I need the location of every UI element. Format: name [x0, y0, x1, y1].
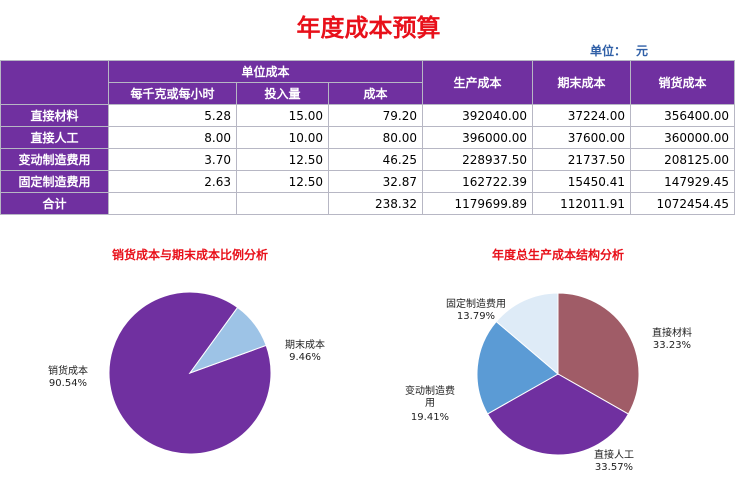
table-cell: 162722.39 — [422, 170, 533, 193]
pie2-slice-3 — [495, 292, 559, 376]
table-cell: 37224.00 — [532, 104, 631, 127]
unit-label: 单位： — [590, 44, 627, 58]
table-cell: 5.28 — [108, 104, 237, 127]
pie2-slice-0 — [557, 292, 640, 415]
table-cell: 228937.50 — [422, 148, 533, 171]
pie1-label-ending: 期末成本 — [285, 338, 325, 351]
total-row: 合计 238.32 1179699.89 112011.91 1072454.4… — [0, 192, 735, 215]
production-cost-header: 生产成本 — [422, 60, 533, 105]
pie1-slices — [108, 291, 272, 455]
pie1-label-sales: 销货成本 — [48, 364, 88, 377]
pie2-pct-material: 33.23% — [653, 340, 691, 351]
row-name: 合计 — [0, 192, 109, 215]
pie2-label-material: 直接材料 — [652, 326, 692, 339]
table-cell: 112011.91 — [532, 192, 631, 215]
sales-cost-header: 销货成本 — [630, 60, 735, 105]
ending-cost-header: 期末成本 — [532, 60, 631, 105]
pie2-title: 年度总生产成本结构分析 — [492, 247, 624, 262]
table-cell: 360000.00 — [630, 126, 735, 149]
table-cell: 80.00 — [328, 126, 423, 149]
pie-charts-area: 销货成本与期末成本比例分析 年度总生产成本结构分析 销货成本 90.54% 期末… — [48, 247, 692, 473]
pie2-label-labor: 直接人工 — [594, 448, 634, 461]
pie2-slices — [476, 292, 640, 456]
page-title: 年度成本预算 — [296, 14, 441, 42]
table-cell: 46.25 — [328, 148, 423, 171]
pie2-pct-variable-overhead: 19.41% — [411, 412, 449, 423]
table-cell: 238.32 — [328, 192, 423, 215]
corner-header-cell — [0, 60, 109, 105]
table-cell: 15.00 — [236, 104, 329, 127]
pie2-pct-labor: 33.57% — [595, 462, 633, 473]
table-cell: 396000.00 — [422, 126, 533, 149]
budget-table: 单位成本 生产成本 期末成本 销货成本 每千克或每小时 投入量 成本 直接材料 … — [0, 60, 735, 215]
pie2-pct-fixed-overhead: 13.79% — [457, 311, 495, 322]
table-cell: 8.00 — [108, 126, 237, 149]
table-cell: 147929.45 — [630, 170, 735, 193]
row-name: 固定制造费用 — [0, 170, 109, 193]
row-name: 直接人工 — [0, 126, 109, 149]
table-cell: 1179699.89 — [422, 192, 533, 215]
table-row: 直接人工 8.00 10.00 80.00 396000.00 37600.00… — [0, 126, 735, 149]
unit-cost-group-header: 单位成本 — [108, 60, 423, 83]
table-cell — [236, 192, 329, 215]
pie2-label-fixed-overhead: 固定制造费用 — [446, 297, 506, 310]
pie2-label-variable-overhead: 变动制造费 — [405, 384, 455, 397]
pie1-pct-ending: 9.46% — [289, 352, 321, 363]
unit-value: 元 — [636, 44, 649, 58]
table-cell: 37600.00 — [532, 126, 631, 149]
table-cell — [108, 192, 237, 215]
input-quantity-header: 投入量 — [236, 82, 329, 105]
table-cell: 21737.50 — [532, 148, 631, 171]
table-cell: 208125.00 — [630, 148, 735, 171]
row-name: 变动制造费用 — [0, 148, 109, 171]
table-cell: 79.20 — [328, 104, 423, 127]
pie1-title: 销货成本与期末成本比例分析 — [112, 247, 268, 262]
table-cell: 10.00 — [236, 126, 329, 149]
table-cell: 12.50 — [236, 148, 329, 171]
table-cell: 392040.00 — [422, 104, 533, 127]
table-cell: 2.63 — [108, 170, 237, 193]
table-cell: 32.87 — [328, 170, 423, 193]
table-cell: 12.50 — [236, 170, 329, 193]
unit-cost-header: 成本 — [328, 82, 423, 105]
pie1-slice-1 — [188, 306, 267, 375]
table-row: 固定制造费用 2.63 12.50 32.87 162722.39 15450.… — [0, 170, 735, 193]
pie2-slice-2 — [476, 320, 559, 415]
table-cell: 356400.00 — [630, 104, 735, 127]
pie2-label-variable-overhead-cont: 用 — [425, 398, 435, 409]
table-cell: 1072454.45 — [630, 192, 735, 215]
per-kg-hour-header: 每千克或每小时 — [108, 82, 237, 105]
table-row: 变动制造费用 3.70 12.50 46.25 228937.50 21737.… — [0, 148, 735, 171]
row-name: 直接材料 — [0, 104, 109, 127]
table-cell: 3.70 — [108, 148, 237, 171]
pie1-pct-sales: 90.54% — [49, 378, 87, 389]
table-row: 直接材料 5.28 15.00 79.20 392040.00 37224.00… — [0, 104, 735, 127]
table-cell: 15450.41 — [532, 170, 631, 193]
